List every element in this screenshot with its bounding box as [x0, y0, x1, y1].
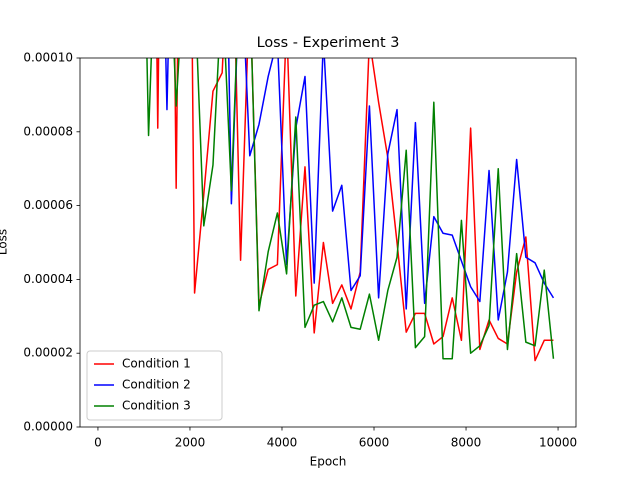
x-tick-label: 4000 — [267, 436, 298, 450]
axes-frame — [79, 57, 577, 428]
plot-lines — [146, 58, 555, 362]
series-line — [165, 58, 555, 321]
series-line — [146, 58, 555, 360]
x-tick-label: 2000 — [175, 436, 206, 450]
y-tick-label: 0.00004 — [23, 272, 73, 286]
x-tick-label: 0 — [94, 436, 102, 450]
y-tick-label: 0.00006 — [23, 198, 73, 212]
x-axis-label: Epoch — [310, 455, 347, 469]
x-tick-label: 10000 — [539, 436, 577, 450]
legend-box — [86, 350, 223, 421]
y-tick-label: 0.00000 — [23, 420, 73, 434]
series-line — [156, 58, 554, 362]
chart-title: Loss - Experiment 3 — [257, 35, 400, 51]
y-tick-label: 0.00002 — [23, 346, 73, 360]
x-tick-label: 8000 — [451, 436, 482, 450]
y-tick-label: 0.00008 — [23, 124, 73, 138]
legend-label: Condition 3 — [122, 399, 191, 413]
y-axis-label: Loss — [0, 229, 10, 255]
x-tick-label: 6000 — [359, 436, 390, 450]
legend-label: Condition 1 — [122, 357, 191, 371]
y-tick-label: 0.00010 — [23, 51, 73, 65]
legend-label: Condition 2 — [122, 378, 191, 392]
